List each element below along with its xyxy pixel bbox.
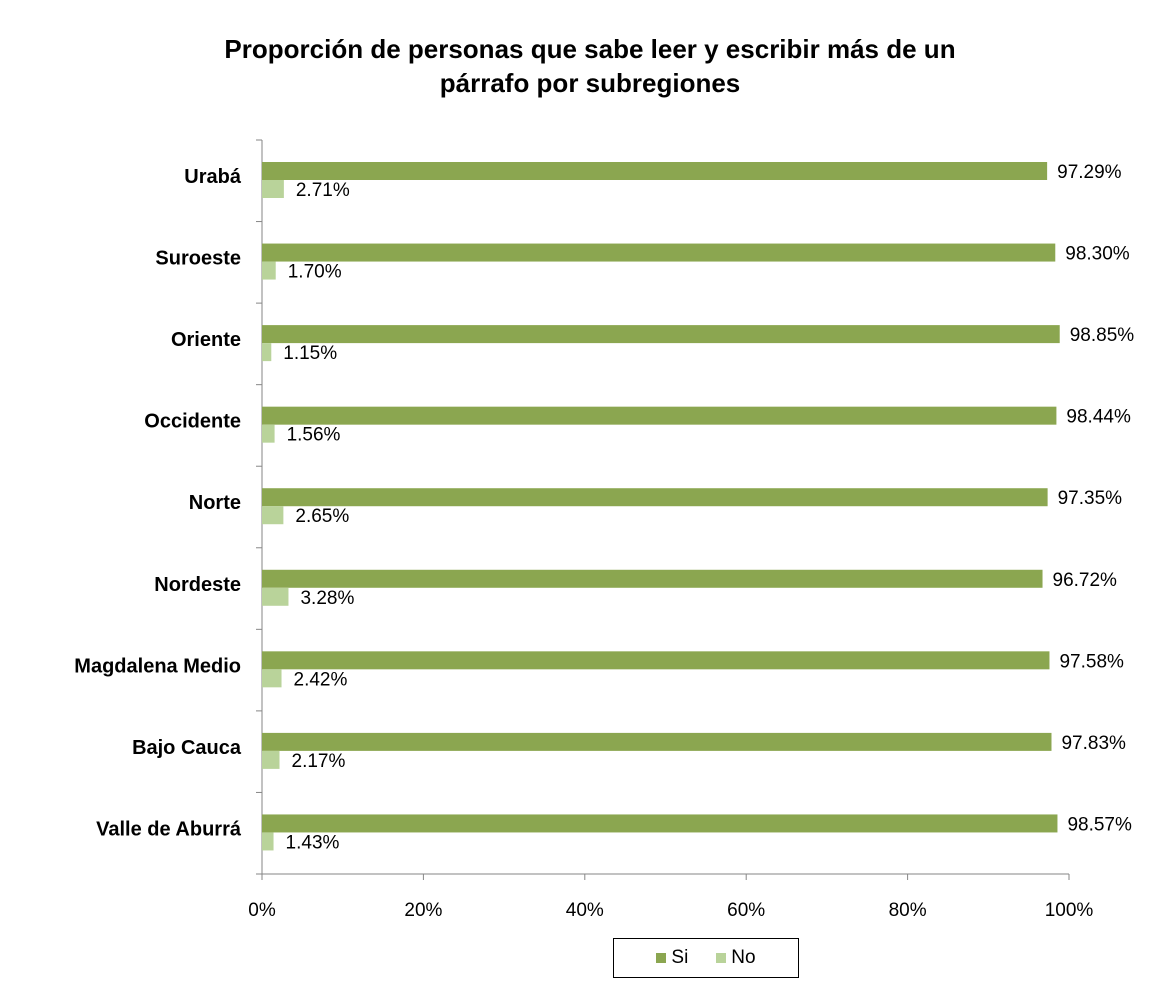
data-label-si: 98.30%	[1065, 244, 1130, 265]
category-label: Magdalena Medio	[74, 655, 241, 677]
legend: Si No	[613, 938, 799, 978]
chart-title-line-1: Proporción de personas que sabe leer y e…	[224, 34, 956, 64]
x-tick-label: 20%	[404, 900, 442, 921]
data-label-no: 1.70%	[288, 262, 342, 283]
bar-si	[262, 569, 1043, 588]
category-label: Oriente	[171, 329, 241, 351]
bar-no	[262, 180, 284, 198]
x-tick-label: 80%	[889, 900, 927, 921]
category-label: Bajo Cauca	[132, 737, 242, 759]
data-label-no: 2.42%	[294, 669, 348, 690]
category-label: Nordeste	[154, 574, 241, 596]
data-label-no: 1.15%	[283, 343, 337, 364]
data-label-no: 2.65%	[295, 506, 349, 527]
data-label-si: 98.57%	[1067, 814, 1132, 835]
bar-no	[262, 424, 275, 443]
data-label-si: 97.29%	[1057, 162, 1122, 183]
bar-si	[262, 488, 1048, 507]
data-label-no: 3.28%	[300, 588, 354, 609]
category-label: Suroeste	[155, 248, 241, 270]
data-label-no: 2.17%	[292, 751, 346, 772]
data-label-no: 1.56%	[287, 425, 341, 446]
bar-si	[262, 325, 1060, 344]
bar-si	[262, 243, 1056, 262]
bar-si	[262, 162, 1048, 180]
data-label-si: 98.44%	[1066, 407, 1131, 428]
bar-no	[262, 587, 289, 606]
bar-si	[262, 651, 1050, 670]
bar-no	[262, 343, 272, 362]
bar-no	[262, 750, 280, 769]
chart-title: Proporción de personas que sabe leer y e…	[150, 32, 1030, 100]
bar-no	[262, 261, 276, 280]
legend-item-si: Si	[656, 947, 688, 969]
bar-si	[262, 406, 1057, 425]
legend-label-no: No	[731, 947, 756, 968]
category-label: Urabá	[184, 166, 242, 188]
legend-item-no: No	[716, 947, 756, 969]
data-label-si: 96.72%	[1053, 570, 1118, 591]
data-label-si: 97.58%	[1059, 651, 1124, 672]
bar-chart: 0% 20% 40% 60% 80% 100% Urabá 97.29% 2.71% Suroes…	[74, 139, 1135, 921]
legend-label-si: Si	[671, 947, 689, 968]
data-label-no: 2.71%	[296, 180, 350, 201]
x-tick-label: 60%	[727, 900, 765, 921]
bar-si	[262, 732, 1052, 751]
data-label-si: 98.85%	[1070, 325, 1135, 346]
legend-swatch-si	[656, 953, 667, 963]
legend-swatch-no	[716, 953, 727, 963]
data-label-si: 97.35%	[1058, 488, 1123, 509]
bar-no	[262, 669, 282, 688]
data-label-si: 97.83%	[1061, 733, 1126, 754]
x-tick-label: 40%	[566, 900, 604, 921]
chart-title-line-2: párrafo por subregiones	[439, 68, 741, 98]
bar-no	[262, 506, 284, 525]
category-label: Occidente	[144, 411, 241, 433]
category-label: Valle de Aburrá	[96, 818, 242, 840]
category-label: Norte	[189, 492, 241, 514]
x-tick-label: 0%	[248, 900, 276, 921]
x-tick-label: 100%	[1045, 900, 1094, 921]
bar-si	[262, 814, 1058, 833]
bar-no	[262, 832, 274, 851]
data-label-no: 1.43%	[286, 832, 340, 853]
